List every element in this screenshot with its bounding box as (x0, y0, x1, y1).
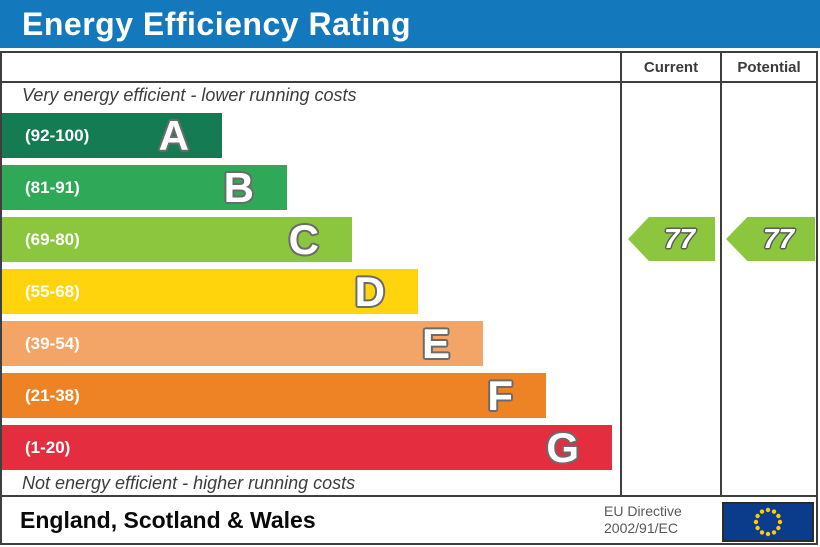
band-row-e: (39-54) E (2, 315, 620, 367)
band-d: (55-68) D (2, 269, 418, 314)
region-label: England, Scotland & Wales (20, 506, 316, 533)
band-g-range: (1-20) (25, 437, 71, 457)
band-e-range: (39-54) (25, 333, 80, 353)
band-b: (81-91) B (2, 165, 287, 210)
band-row-f: (21-38) F (2, 367, 620, 419)
eu-directive-line1: EU Directive (604, 503, 682, 519)
band-row-b: (81-91) B (2, 159, 620, 211)
band-c-letter: C (288, 216, 319, 263)
band-f-range: (21-38) (25, 385, 80, 405)
title-bar: Energy Efficiency Rating (0, 0, 820, 48)
potential-column-header: Potential (720, 53, 816, 83)
potential-rating-value: 77 (762, 223, 795, 254)
band-g: (1-20) G (2, 425, 612, 470)
band-row-g: (1-20) G (2, 419, 620, 471)
page-title: Energy Efficiency Rating (22, 5, 411, 42)
potential-rating-cell: 77 (720, 83, 816, 495)
header-blank-cell (2, 53, 620, 83)
band-e: (39-54) E (2, 321, 483, 366)
band-c-range: (69-80) (25, 229, 80, 249)
top-note: Very energy efficient - lower running co… (22, 84, 357, 105)
band-g-letter: G (546, 424, 579, 471)
band-a-range: (92-100) (25, 125, 90, 145)
band-e-letter: E (421, 320, 450, 367)
current-column-header: Current (620, 53, 720, 83)
energy-rating-table: Current Potential Very energy efficient … (0, 51, 818, 497)
rating-bands-area: Very energy efficient - lower running co… (2, 83, 620, 495)
band-row-a: (92-100) A (2, 107, 620, 159)
eu-directive-label: EU Directive 2002/91/EC (604, 503, 682, 537)
current-rating-value: 77 (663, 223, 696, 254)
band-d-range: (55-68) (25, 281, 80, 301)
band-c: (69-80) C (2, 217, 352, 262)
band-f: (21-38) F (2, 373, 546, 418)
band-b-range: (81-91) (25, 177, 80, 197)
band-row-d: (55-68) D (2, 263, 620, 315)
bottom-note: Not energy efficient - higher running co… (22, 472, 356, 493)
band-a-letter: A (158, 112, 189, 159)
band-f-letter: F (487, 372, 513, 419)
current-rating-arrow: 77 (628, 217, 715, 261)
band-b-letter: B (223, 164, 254, 211)
band-row-c: (69-80) C (2, 211, 620, 263)
potential-rating-arrow: 77 (726, 217, 815, 261)
footer-bar: England, Scotland & Wales EU Directive 2… (0, 495, 818, 545)
band-d-letter: D (354, 268, 385, 315)
eu-flag-stars (724, 504, 812, 540)
band-a: (92-100) A (2, 113, 222, 158)
eu-directive-line2: 2002/91/EC (604, 520, 678, 536)
current-rating-cell: 77 (620, 83, 720, 495)
eu-flag-icon (722, 502, 814, 542)
